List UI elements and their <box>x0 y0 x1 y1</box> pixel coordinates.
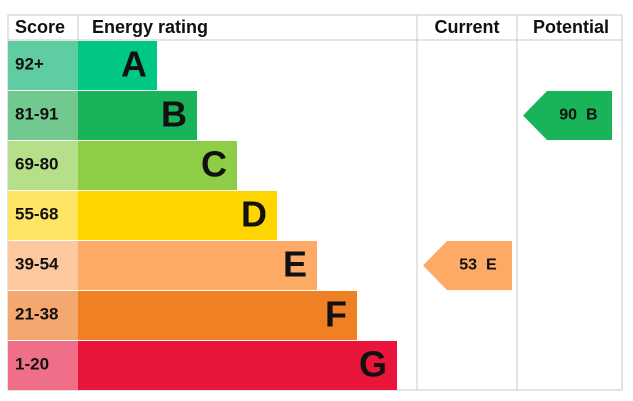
header: Score <box>15 17 65 37</box>
score-label: 81-91 <box>15 104 58 123</box>
potential-value: 90 <box>559 107 577 124</box>
score-label: 69-80 <box>15 154 58 173</box>
score-label: 39-54 <box>15 254 59 273</box>
score-cell <box>8 241 78 290</box>
rating-bar <box>78 41 157 90</box>
rating-letter: C <box>201 144 227 185</box>
score-cell <box>8 191 78 240</box>
rating-bar <box>78 241 317 290</box>
score-cell <box>8 141 78 190</box>
score-label: 21-38 <box>15 304 58 323</box>
rating-letter: D <box>241 194 267 235</box>
rating-letter: G <box>359 344 387 385</box>
potential-arrow <box>523 91 612 140</box>
score-cell <box>8 291 78 340</box>
rating-bar <box>78 141 237 190</box>
rating-letter: A <box>121 44 147 85</box>
score-cell <box>8 41 78 90</box>
header: Current <box>434 17 499 37</box>
score-label: 92+ <box>15 54 44 73</box>
rating-letter: B <box>161 94 187 135</box>
current-arrow <box>423 241 512 290</box>
current-letter: E <box>486 257 497 274</box>
header: Energy rating <box>92 17 208 37</box>
score-cell <box>8 341 78 390</box>
score-cell <box>8 91 78 140</box>
header: Potential <box>533 17 609 37</box>
potential-letter: B <box>586 107 598 124</box>
rating-bar <box>78 91 197 140</box>
current-value: 53 <box>459 257 477 274</box>
score-label: 55-68 <box>15 204 58 223</box>
rating-bar <box>78 191 277 240</box>
rating-bar <box>78 341 397 390</box>
score-label: 1-20 <box>15 354 49 373</box>
rating-letter: E <box>283 244 307 285</box>
rating-bar <box>78 291 357 340</box>
rating-letter: F <box>325 294 347 335</box>
